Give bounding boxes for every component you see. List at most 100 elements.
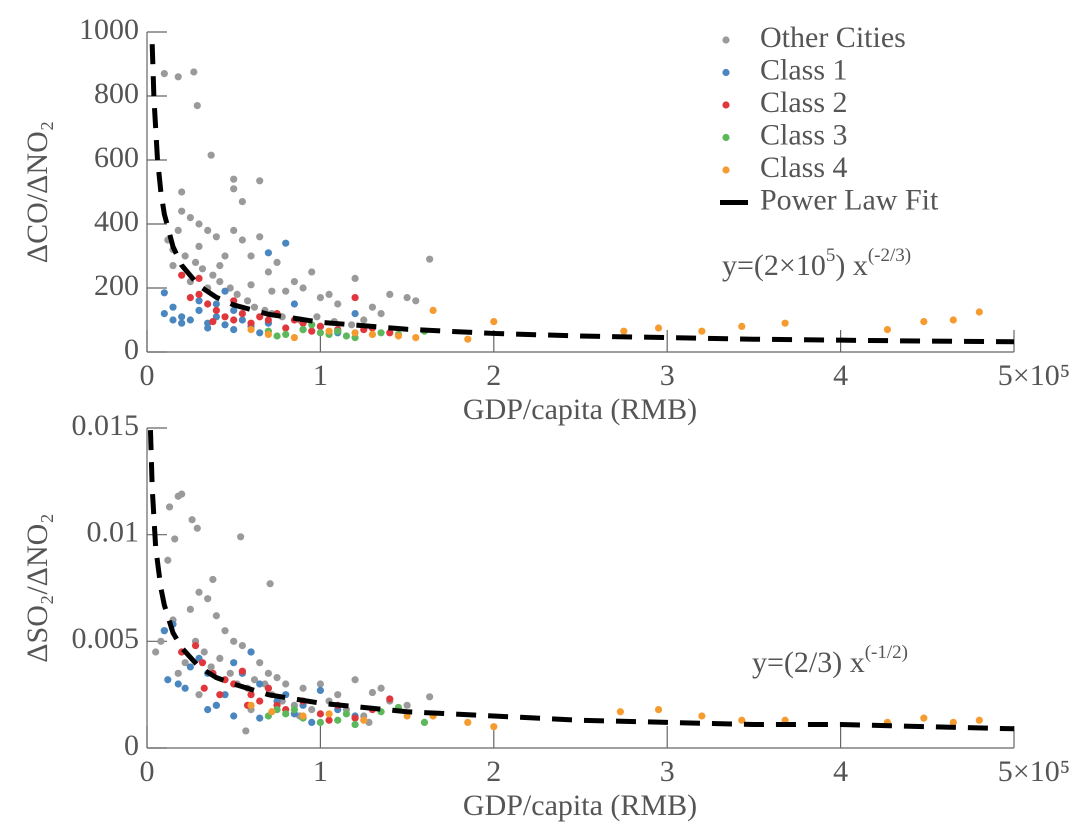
fit-line [147,430,1014,732]
legend-swatch [722,166,730,174]
point [247,701,255,709]
point [221,627,229,635]
point [316,686,324,695]
x-tick-label: 4 [833,755,848,788]
point [256,714,264,722]
point [266,580,274,588]
x-axis-label: GDP/capita (RMB) [463,393,697,426]
point [212,306,220,314]
point [165,503,174,511]
point [920,318,928,326]
superscript: 5 [826,245,836,266]
x-tick-label: 0 [140,359,155,392]
point [174,680,182,688]
point [342,710,351,718]
point [247,648,255,656]
point [221,252,229,260]
superscript: (-2/3) [868,245,911,266]
point [195,290,203,298]
point [160,70,168,78]
point [883,326,892,334]
point [247,326,255,334]
point [949,316,957,324]
point [282,324,290,332]
plot-area [149,44,1014,345]
point [178,271,186,279]
point [195,691,203,699]
x-tick-label: 2 [486,359,501,392]
point [426,255,434,263]
point [207,663,215,671]
point [238,236,246,244]
point [616,708,624,716]
y-tick-label: 800 [94,77,139,110]
point [299,326,307,334]
point [195,306,203,314]
point [216,278,224,286]
point [313,313,321,321]
point [178,188,186,196]
point [386,329,394,337]
point [230,175,238,183]
point [195,274,203,282]
point [233,290,241,298]
point [386,290,394,298]
point [178,207,186,215]
point [299,284,307,292]
point [195,220,203,228]
point [620,327,628,335]
point [193,102,201,110]
point [198,659,207,667]
point [325,327,333,335]
point [412,297,420,305]
point [316,710,324,718]
point [351,310,359,318]
point [290,334,298,342]
point [160,627,168,635]
point [264,249,272,257]
fit-equation: y=(2×105) x(-2/3) [722,245,911,282]
point [290,706,298,714]
point [230,306,238,314]
point [230,316,238,324]
point [316,718,324,727]
point [216,654,224,663]
point [238,316,246,324]
legend-label: Class 3 [760,118,848,151]
point [403,701,411,709]
point [160,310,168,318]
panel: 0 1 2 3 4 5×10⁵ 0 200 400 600 800 1000 GDP/capita (R… [21,13,1070,426]
point [273,332,281,340]
point [178,313,186,321]
point [268,708,276,716]
point [212,233,220,241]
point [429,306,437,314]
point [164,676,172,684]
point [949,718,957,727]
point [264,268,272,276]
point [212,612,220,620]
point [256,177,264,185]
point [377,310,385,318]
point [186,663,194,671]
point [426,693,434,701]
point [247,319,255,327]
point [738,322,746,330]
x-tick-label: 3 [660,359,675,392]
point [169,303,177,311]
point [975,308,983,316]
point [738,716,746,724]
point [250,676,259,684]
point [290,278,298,286]
point [242,727,250,735]
legend-swatch [722,36,730,44]
point [171,535,179,543]
x-tick-label: 2 [486,755,501,788]
point [178,319,186,327]
point [238,642,246,650]
point [412,334,420,342]
point [216,691,224,699]
point [420,718,429,727]
point [308,327,316,335]
